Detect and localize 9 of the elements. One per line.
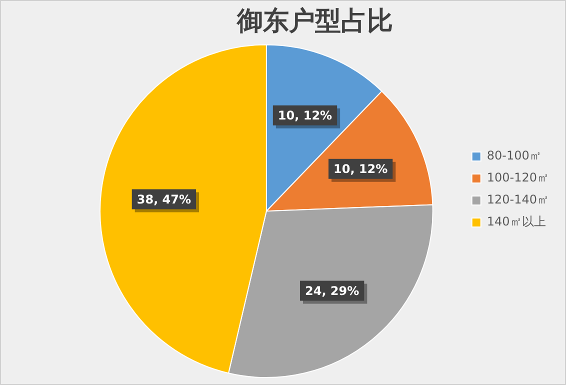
data-label: 38, 47% [136, 192, 192, 206]
legend-label: 100-120㎡ [486, 170, 549, 185]
legend-label: 80-100㎡ [486, 148, 542, 163]
legend-label: 140㎡以上 [486, 214, 546, 229]
legend-label: 120-140㎡ [486, 192, 549, 207]
data-label: 24, 29% [304, 284, 360, 298]
chart-title: 御东户型占比 [236, 6, 393, 36]
data-label: 10, 12% [278, 108, 332, 123]
data-label: 10, 12% [333, 162, 388, 176]
